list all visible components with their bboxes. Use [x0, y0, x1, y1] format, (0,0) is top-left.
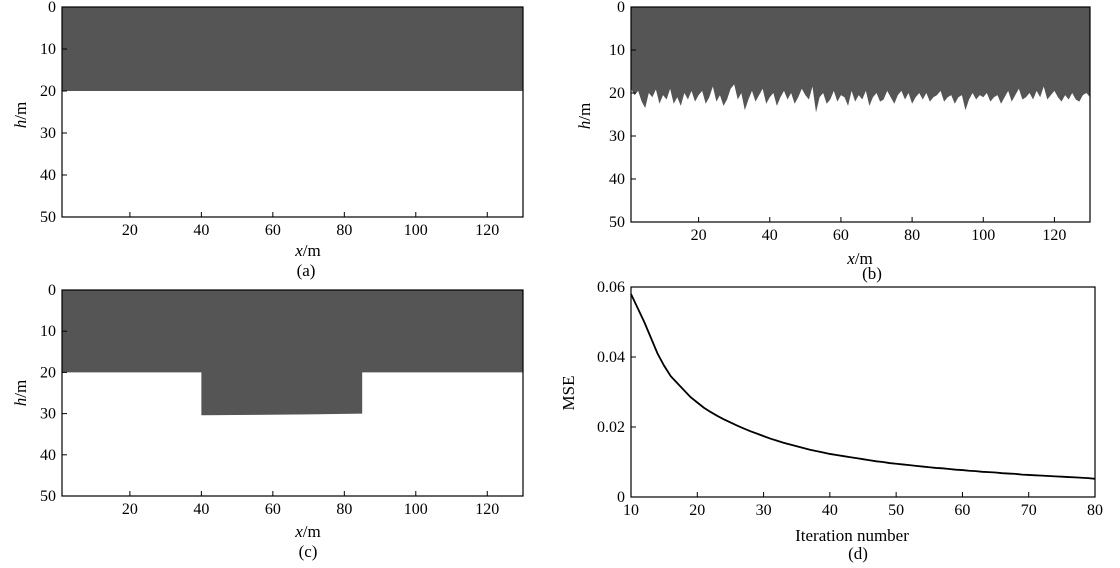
upper-layer-a — [62, 7, 523, 91]
ytick-label-d-3: 0.06 — [597, 279, 625, 296]
xtick-label-c-120: 120 — [475, 501, 499, 518]
ytick-label-a-5: 50 — [40, 209, 56, 226]
ytick-label-d-1: 0.02 — [597, 419, 625, 436]
xtick-label-c-20: 20 — [122, 501, 138, 518]
ylabel-unit-c: /m — [11, 380, 30, 398]
xtick-label-b-120: 120 — [1042, 227, 1066, 244]
xtick-label-c-80: 80 — [336, 501, 352, 518]
ytick-label-b-2: 20 — [609, 85, 625, 102]
xtick-label-a-100: 100 — [404, 222, 428, 239]
ytick-label-c-1: 10 — [40, 323, 56, 340]
xtick-label-b-60: 60 — [833, 227, 849, 244]
xtick-label-b-100: 100 — [971, 227, 995, 244]
xtick-label-a-120: 120 — [475, 222, 499, 239]
ytick-label-b-4: 40 — [609, 171, 625, 188]
ylabel-var-c: h — [11, 398, 30, 407]
xlabel-b: x/m — [846, 249, 873, 268]
ytick-label-b-3: 30 — [609, 128, 625, 145]
xtick-label-b-80: 80 — [904, 227, 920, 244]
ylabel-var-a: h — [11, 120, 30, 129]
xtick-label-d-60: 60 — [954, 502, 970, 519]
xlabel-d: Iteration number — [795, 526, 909, 545]
ytick-label-a-1: 10 — [40, 41, 56, 58]
caption-a: (a) — [297, 261, 316, 280]
xtick-label-d-20: 20 — [689, 502, 705, 519]
ytick-label-c-0: 0 — [48, 282, 56, 299]
xtick-label-a-20: 20 — [122, 222, 138, 239]
ytick-label-b-5: 50 — [609, 214, 625, 231]
xtick-label-a-80: 80 — [336, 222, 352, 239]
caption-d: (d) — [848, 544, 868, 563]
xtick-label-d-10: 10 — [623, 502, 639, 519]
ylabel-b: h/m — [575, 103, 594, 129]
xlabel-a: x/m — [294, 241, 321, 260]
xtick-label-d-70: 70 — [1021, 502, 1037, 519]
ytick-label-c-2: 20 — [40, 364, 56, 381]
upper-layer-b — [631, 7, 1090, 113]
ytick-label-a-3: 30 — [40, 125, 56, 142]
ytick-label-b-0: 0 — [617, 0, 625, 16]
ylabel-a: h/m — [11, 102, 30, 128]
xtick-label-c-60: 60 — [265, 501, 281, 518]
ylabel-d: MSE — [559, 376, 578, 411]
xlabel-unit-c: /m — [303, 522, 321, 541]
xlabel-unit-b: /m — [855, 249, 873, 268]
ytick-label-a-0: 0 — [48, 0, 56, 16]
ylabel-var-b: h — [575, 121, 594, 130]
xlabel-unit-a: /m — [303, 241, 321, 260]
panel-b: (b) x/m h/m 20 40 60 80 100 120 0 10 20 30 40 50 — [575, 0, 1091, 283]
ylabel-c: h/m — [11, 380, 30, 406]
ytick-label-c-3: 30 — [40, 406, 56, 423]
xlabel-c: x/m — [294, 522, 321, 541]
ytick-label-c-5: 50 — [40, 488, 56, 505]
xtick-label-d-80: 80 — [1087, 502, 1103, 519]
panel-a: (a) x/m h/m 20 40 60 80 100 120 0 10 20 30 40 50 — [11, 0, 524, 280]
xtick-label-c-100: 100 — [404, 501, 428, 518]
caption-b: (b) — [862, 264, 882, 283]
ytick-label-d-2: 0.04 — [597, 349, 625, 366]
xlabel-var-c: x — [294, 522, 303, 541]
xtick-label-d-50: 50 — [888, 502, 904, 519]
xlabel-var-b: x — [846, 249, 855, 268]
ytick-label-b-1: 10 — [609, 42, 625, 59]
plot-frame-b — [630, 6, 1091, 223]
ytick-label-a-2: 20 — [40, 83, 56, 100]
ytick-label-d-0: 0 — [617, 489, 625, 506]
xtick-label-a-40: 40 — [193, 222, 209, 239]
xtick-label-d-40: 40 — [822, 502, 838, 519]
xtick-label-d-30: 30 — [756, 502, 772, 519]
xtick-label-b-40: 40 — [762, 227, 778, 244]
xtick-label-b-20: 20 — [691, 227, 707, 244]
ylabel-unit-a: /m — [11, 102, 30, 120]
ytick-label-a-4: 40 — [40, 167, 56, 184]
caption-c: (c) — [299, 542, 318, 561]
panel-c: (c) x/m h/m 20 40 60 80 100 120 0 10 20 30 40 50 — [11, 282, 524, 561]
mse-curve-0 — [630, 293, 1096, 480]
plot-frame-c — [61, 289, 524, 497]
plot-frame-a — [61, 6, 524, 218]
ylabel-unit-b: /m — [575, 103, 594, 121]
plot-frame-d — [630, 286, 1096, 498]
panel-d: (d) Iteration number MSE 10 20 30 40 50 60 70 8… — [559, 279, 1103, 563]
ytick-label-c-4: 40 — [40, 447, 56, 464]
xtick-label-a-60: 60 — [265, 222, 281, 239]
xlabel-var-a: x — [294, 241, 303, 260]
xtick-label-c-40: 40 — [193, 501, 209, 518]
upper-layer-c — [62, 290, 523, 416]
